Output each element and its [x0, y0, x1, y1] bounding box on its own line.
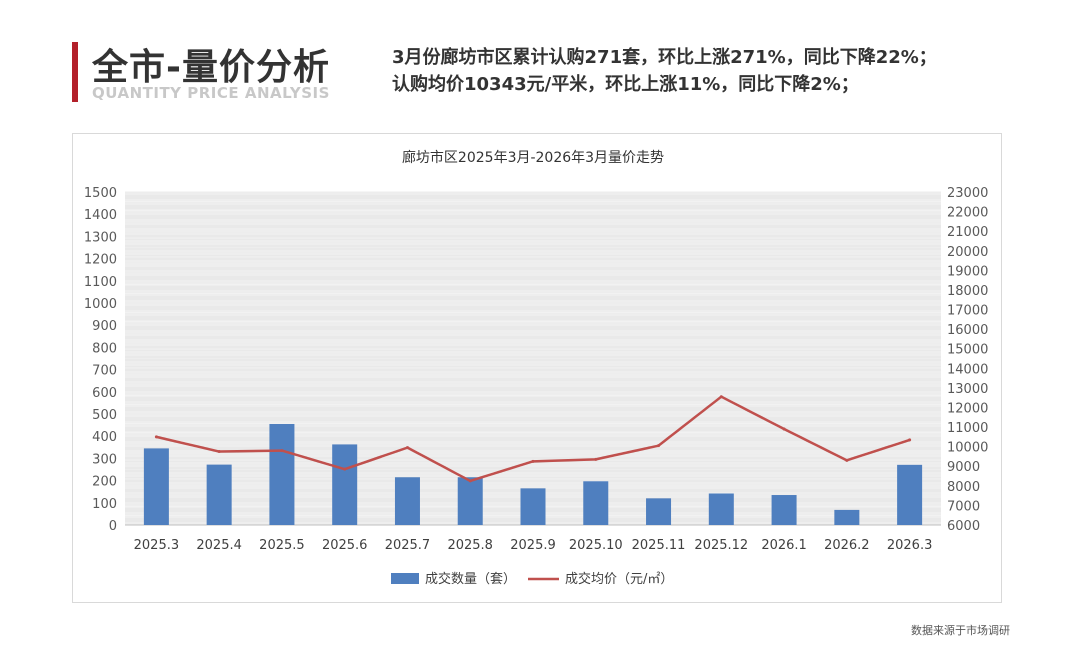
- summary-line-1: 3月份廊坊市区累计认购271套，环比上涨271%，同比下降22%；: [392, 47, 937, 68]
- bar: [332, 444, 358, 525]
- data-source-note: 数据来源于市场调研: [911, 624, 1010, 637]
- y-right-tick-label: 21000: [947, 225, 988, 240]
- page-subtitle: QUANTITY PRICE ANALYSIS: [92, 84, 330, 102]
- line-point: [845, 458, 849, 462]
- x-tick-label: 2025.10: [569, 538, 623, 553]
- bar: [206, 464, 232, 525]
- line-point: [657, 444, 661, 448]
- legend-line-label: 成交均价（元/㎡）: [565, 571, 673, 587]
- y-right-tick-label: 8000: [947, 480, 980, 495]
- y-left-tick-label: 200: [92, 475, 117, 490]
- x-tick-label: 2025.3: [134, 538, 180, 553]
- bar: [394, 477, 420, 525]
- y-right-tick-label: 15000: [947, 343, 988, 358]
- y-right-tick-label: 17000: [947, 304, 988, 319]
- line-point: [468, 479, 472, 483]
- x-tick-label: 2025.8: [447, 538, 493, 553]
- y-right-tick-label: 9000: [947, 460, 980, 475]
- bar: [583, 481, 609, 525]
- x-tick-label: 2026.3: [887, 538, 933, 553]
- y-left-tick-label: 700: [92, 364, 117, 379]
- line-point: [154, 435, 158, 439]
- legend-bar-swatch: [391, 573, 419, 584]
- y-right-tick-label: 22000: [947, 206, 988, 221]
- x-tick-label: 2025.5: [259, 538, 305, 553]
- chart-title: 廊坊市区2025年3月-2026年3月量价走势: [402, 149, 664, 166]
- x-tick-label: 2025.7: [385, 538, 431, 553]
- x-tick-label: 2025.11: [632, 538, 686, 553]
- title-accent-bar: [72, 42, 78, 102]
- y-right-tick-label: 20000: [947, 245, 988, 260]
- line-point: [280, 449, 284, 453]
- y-left-tick-label: 900: [92, 319, 117, 334]
- x-tick-label: 2026.1: [761, 538, 807, 553]
- y-right-tick-label: 11000: [947, 421, 988, 436]
- y-left-tick-label: 0: [109, 519, 117, 534]
- y-right-tick-label: 10000: [947, 441, 988, 456]
- bar: [834, 509, 860, 525]
- y-left-tick-label: 800: [92, 341, 117, 356]
- y-right-tick-label: 19000: [947, 264, 988, 279]
- line-point: [405, 446, 409, 450]
- bar: [520, 488, 546, 525]
- line-point: [343, 467, 347, 471]
- y-left-tick-label: 1100: [84, 275, 117, 290]
- bar: [897, 464, 923, 525]
- y-right-tick-label: 12000: [947, 401, 988, 416]
- line-point: [217, 450, 221, 454]
- line-point: [719, 395, 723, 399]
- line-point: [594, 457, 598, 461]
- y-left-tick-label: 1300: [84, 230, 117, 245]
- y-left-tick-label: 400: [92, 430, 117, 445]
- x-tick-label: 2025.4: [196, 538, 242, 553]
- bar: [143, 448, 169, 525]
- bar: [708, 493, 734, 525]
- y-left-tick-label: 300: [92, 452, 117, 467]
- y-right-tick-label: 23000: [947, 186, 988, 201]
- page-title: 全市-量价分析: [92, 47, 330, 88]
- chart-container: 廊坊市区2025年3月-2026年3月量价走势 0 100 200 300 400 500 6…: [72, 133, 1002, 603]
- y-left-tick-label: 500: [92, 408, 117, 423]
- y-left-tick-label: 1500: [84, 186, 117, 201]
- summary-line-2: 认购均价10343元/平米，环比上涨11%，同比下降2%；: [392, 74, 859, 95]
- line-point: [782, 427, 786, 431]
- y-left-tick-label: 100: [92, 497, 117, 512]
- bar: [269, 423, 295, 525]
- y-right-tick-label: 16000: [947, 323, 988, 338]
- y-left-tick-label: 600: [92, 386, 117, 401]
- x-tick-label: 2025.6: [322, 538, 368, 553]
- x-tick-label: 2025.12: [694, 538, 748, 553]
- x-tick-label: 2025.9: [510, 538, 556, 553]
- y-right-tick-label: 13000: [947, 382, 988, 397]
- y-right-tick-label: 14000: [947, 362, 988, 377]
- bar: [646, 498, 672, 525]
- chart-svg: 廊坊市区2025年3月-2026年3月量价走势 0 100 200 300 400 500 6…: [84, 149, 988, 587]
- bar: [457, 477, 483, 525]
- summary-text: 3月份廊坊市区累计认购271套，环比上涨271%，同比下降22%； 认购均价10…: [392, 44, 1052, 98]
- bar: [771, 495, 797, 525]
- legend-bar-label: 成交数量（套）: [425, 571, 516, 587]
- line-point: [531, 459, 535, 463]
- y-right-tick-label: 6000: [947, 519, 980, 534]
- y-right-tick-label: 18000: [947, 284, 988, 299]
- y-right-tick-label: 7000: [947, 499, 980, 514]
- y-left-tick-label: 1200: [84, 253, 117, 268]
- y-left-tick-label: 1400: [84, 208, 117, 223]
- line-point: [908, 438, 912, 442]
- x-tick-label: 2026.2: [824, 538, 870, 553]
- y-left-tick-label: 1000: [84, 297, 117, 312]
